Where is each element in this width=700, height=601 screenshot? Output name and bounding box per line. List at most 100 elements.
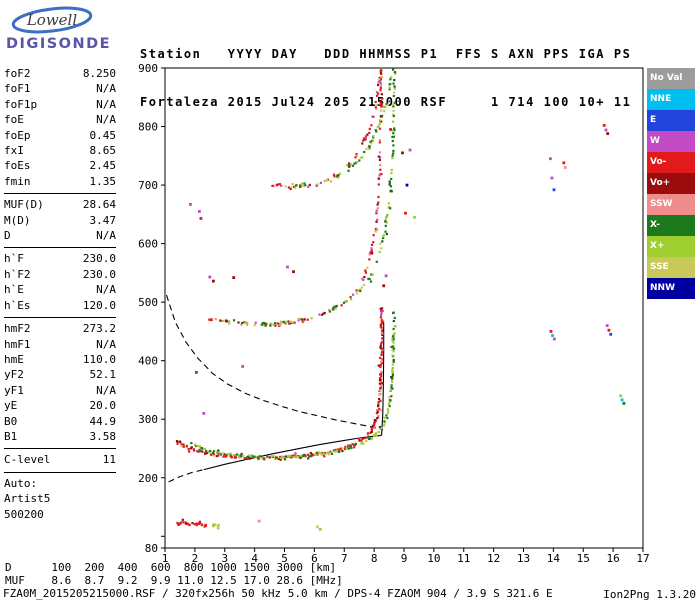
svg-text:400: 400 <box>138 355 158 368</box>
svg-text:17: 17 <box>636 552 649 565</box>
param-row: h`E N/A <box>4 282 116 297</box>
separator-line <box>4 471 116 473</box>
svg-text:600: 600 <box>138 238 158 251</box>
param-label: MUF(D) <box>4 198 44 212</box>
svg-text:12: 12 <box>487 552 500 565</box>
svg-text:5: 5 <box>281 552 288 565</box>
svg-text:4: 4 <box>251 552 258 565</box>
param-value: 3.58 <box>89 429 117 443</box>
legend-item-nnw: NNW <box>647 278 695 299</box>
param-value: N/A <box>96 229 116 243</box>
svg-text:9: 9 <box>401 552 408 565</box>
param-value: 230.0 <box>82 252 116 266</box>
legend-item-nne: NNE <box>647 89 695 110</box>
param-value: 20.0 <box>89 399 117 413</box>
legend-item-x-: X+ <box>647 236 695 257</box>
param-label: B1 <box>4 429 18 443</box>
muf-row: MUF 8.6 8.7 9.2 9.9 11.0 12.5 17.0 28.6 … <box>5 574 343 587</box>
param-label: foE <box>4 113 24 127</box>
param-label: h`E <box>4 283 24 297</box>
param-row: foF2 8.250 <box>4 66 116 81</box>
param-row: hmF2 273.2 <box>4 321 116 336</box>
param-label: hmE <box>4 352 24 366</box>
distance-row: D 100 200 400 600 800 1000 1500 3000 [km… <box>5 561 337 574</box>
legend-item-x-: X- <box>647 215 695 236</box>
param-row: yF1 N/A <box>4 383 116 398</box>
parameter-panel: foF2 8.250 foF1 N/A foF1p N/A foE N/A foEp 0.45 fx… <box>4 66 116 522</box>
param-row: foE N/A <box>4 112 116 127</box>
param-row: foEs 2.45 <box>4 158 116 173</box>
param-value: N/A <box>96 383 116 397</box>
param-label: foEs <box>4 159 31 173</box>
separator-line <box>4 317 116 319</box>
logo-top-text: Lowell <box>26 11 78 29</box>
param-row: foF1p N/A <box>4 97 116 112</box>
param-value: 11 <box>102 453 116 467</box>
param-row: M(D) 3.47 <box>4 213 116 228</box>
param-label: foEp <box>4 128 31 142</box>
param-value: N/A <box>96 113 116 127</box>
svg-text:2: 2 <box>192 552 199 565</box>
logo-bottom-text: DIGISONDE <box>6 36 111 52</box>
legend-item-no-val: No Val <box>647 68 695 89</box>
svg-text:16: 16 <box>607 552 620 565</box>
param-label: B0 <box>4 414 18 428</box>
legend-item-e: E <box>647 110 695 131</box>
svg-text:500: 500 <box>138 296 158 309</box>
param-value: 44.9 <box>89 414 117 428</box>
separator-line <box>4 193 116 195</box>
legend-item-ssw: SSW <box>647 194 695 215</box>
param-row: B0 44.9 <box>4 414 116 429</box>
svg-text:900: 900 <box>138 62 158 75</box>
param-value: N/A <box>96 283 116 297</box>
param-label: foF1p <box>4 97 38 111</box>
param-value: 28.64 <box>82 198 116 212</box>
param-label: foF1 <box>4 82 31 96</box>
version-label: Ion2Png 1.3.20 <box>603 588 696 601</box>
param-value: 273.2 <box>82 322 116 336</box>
param-value: 8.65 <box>89 144 117 158</box>
param-row: h`F2 230.0 <box>4 267 116 282</box>
param-row: B1 3.58 <box>4 429 116 444</box>
param-label: yF2 <box>4 368 24 382</box>
param-row: h`Es 120.0 <box>4 298 116 313</box>
param-value: 0.45 <box>89 128 117 142</box>
svg-text:7: 7 <box>341 552 348 565</box>
param-row: MUF(D) 28.64 <box>4 197 116 212</box>
param-value: 110.0 <box>82 352 116 366</box>
param-label: hmF2 <box>4 322 31 336</box>
param-row: Auto: <box>4 476 116 491</box>
svg-text:6: 6 <box>311 552 318 565</box>
param-label: 500200 <box>4 507 44 521</box>
svg-text:200: 200 <box>138 472 158 485</box>
legend-item-vo-: Vo+ <box>647 173 695 194</box>
svg-text:1: 1 <box>162 552 169 565</box>
param-label: yE <box>4 399 18 413</box>
param-value: 3.47 <box>89 213 117 227</box>
svg-text:13: 13 <box>517 552 530 565</box>
header-line2: Fortaleza 2015 Jul24 205 215000 RSF 1 71… <box>140 95 632 109</box>
param-label: foF2 <box>4 67 31 80</box>
param-value: 2.45 <box>89 159 117 173</box>
separator-line <box>4 247 116 249</box>
svg-text:80: 80 <box>145 542 158 555</box>
param-row: hmE 110.0 <box>4 352 116 367</box>
param-row: yE 20.0 <box>4 398 116 413</box>
legend-item-w: W <box>647 131 695 152</box>
param-row: hmF1 N/A <box>4 337 116 352</box>
legend-item-vo-: Vo- <box>647 152 695 173</box>
param-value: 8.250 <box>82 67 116 80</box>
legend-item-sse: SSE <box>647 257 695 278</box>
param-row: foEp 0.45 <box>4 128 116 143</box>
svg-text:11: 11 <box>457 552 470 565</box>
param-label: M(D) <box>4 213 31 227</box>
param-row: C-level 11 <box>4 452 116 467</box>
ionogram-svg: 1 2 3 4 5 6 7 8 9 10 11 12 13 14 15 16 17900800700600500… <box>138 62 650 565</box>
param-row: foF1 N/A <box>4 81 116 96</box>
svg-text:700: 700 <box>138 179 158 192</box>
digisonde-logo: Lowell DIGISONDE <box>4 4 134 56</box>
svg-text:800: 800 <box>138 121 158 134</box>
svg-text:300: 300 <box>138 413 158 426</box>
header-block: Station YYYY DAY DDD HHMMSS P1 FFS S AXN… <box>140 14 631 126</box>
svg-text:15: 15 <box>577 552 590 565</box>
